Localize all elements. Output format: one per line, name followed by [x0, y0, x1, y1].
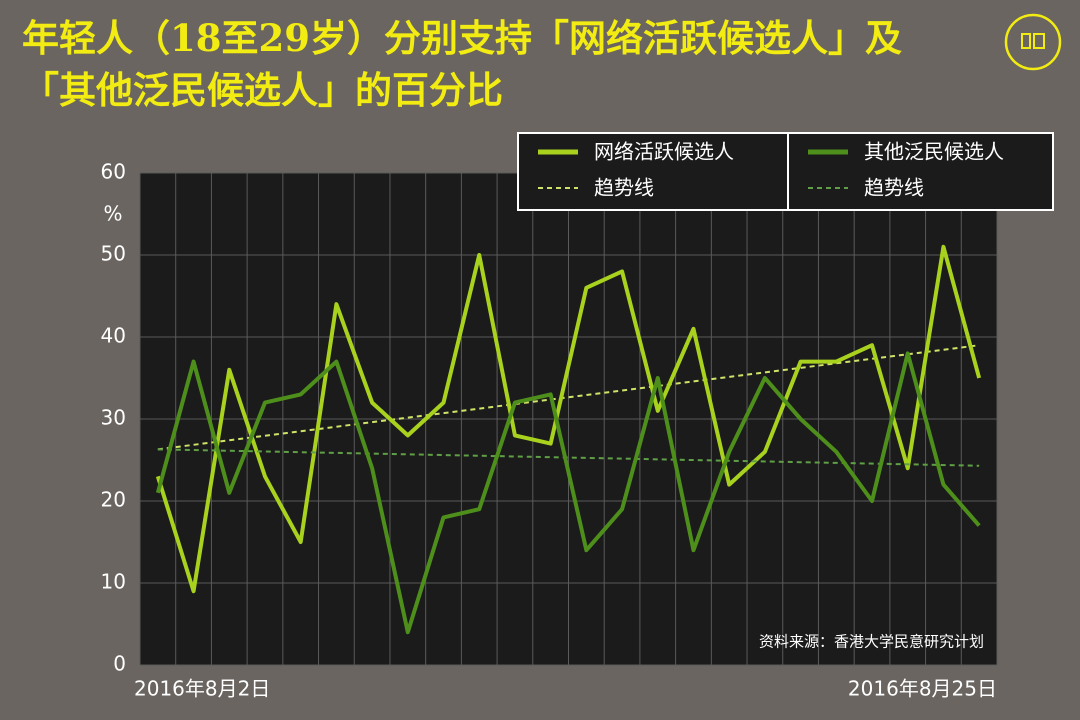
y-tick-label: 60 — [101, 160, 126, 184]
logo-mark — [1021, 33, 1031, 49]
x-tick-label: 2016年8月2日 — [134, 677, 270, 701]
x-tick-label: 2016年8月25日 — [848, 677, 997, 701]
y-tick-label: 40 — [101, 324, 126, 348]
legend-label: 趋势线 — [594, 176, 654, 200]
legend-label: 其他泛民候选人 — [864, 140, 1004, 164]
y-tick-label: 20 — [101, 488, 126, 512]
source-note: 资料来源：香港大学民意研究计划 — [759, 633, 984, 651]
trend-line — [157, 344, 980, 451]
y-unit: % — [103, 202, 122, 226]
legend-label: 趋势线 — [864, 176, 924, 200]
y-tick-label: 50 — [101, 242, 126, 266]
logo — [1004, 13, 1062, 71]
y-tick-label: 0 — [113, 652, 126, 676]
logo-mark — [1033, 33, 1045, 49]
y-tick-label: 10 — [101, 570, 126, 594]
series-line — [155, 351, 981, 635]
legend-label: 网络活跃候选人 — [594, 140, 734, 164]
legend-box — [517, 132, 1054, 211]
series-line — [155, 244, 982, 594]
y-tick-label: 30 — [101, 406, 126, 430]
chart-title: 年轻人（18至29岁）分别支持「网络活跃候选人」及「其他泛民候选人」的百分比 — [22, 16, 902, 112]
